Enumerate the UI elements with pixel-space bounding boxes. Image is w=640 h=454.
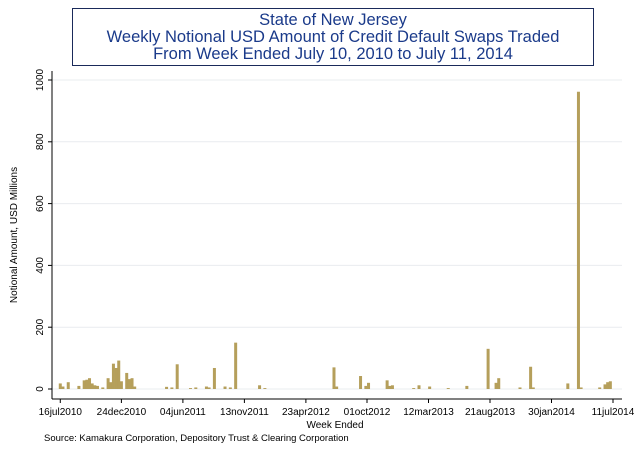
x-tick-label-3: 13nov2011 xyxy=(220,407,269,418)
bar-2011-06-24 xyxy=(188,388,192,389)
bar-2014-03-14 xyxy=(566,383,570,389)
bar-2013-09-06 xyxy=(494,382,498,389)
bar-2010-12-17 xyxy=(117,360,121,389)
bar-2013-05-03 xyxy=(446,388,450,389)
bar-2013-12-06 xyxy=(529,366,533,389)
bar-2011-01-21 xyxy=(130,378,134,389)
source-note: Source: Kamakura Corporation, Depository… xyxy=(44,433,349,444)
bar-2012-11-23 xyxy=(385,380,389,389)
bar-2013-06-21 xyxy=(465,385,469,389)
bar-2012-09-28 xyxy=(364,385,368,389)
x-axis-ticks: 16jul2010 24dec2010 04jun2011 13nov2011 23ap… xyxy=(39,399,635,418)
bar-2010-11-19 xyxy=(106,378,110,389)
bar-2010-09-17 xyxy=(82,380,86,389)
x-tick-label-8: 30jan2014 xyxy=(528,407,575,418)
bar-2011-07-08 xyxy=(194,387,198,389)
bar-2014-04-18 xyxy=(579,387,583,389)
bar-2014-07-04 xyxy=(608,381,612,389)
bar-2010-10-22 xyxy=(95,385,99,389)
bar-2013-11-08 xyxy=(518,387,522,389)
y-tick-label-3: 600 xyxy=(35,195,46,212)
y-tick-label-2: 400 xyxy=(35,257,46,274)
bar-2014-04-11 xyxy=(576,91,580,389)
y-tick-label-5: 1000 xyxy=(35,68,46,91)
bar-2010-12-24 xyxy=(119,381,123,389)
bar-2013-12-13 xyxy=(531,387,535,389)
chart-title: State of New Jersey xyxy=(259,10,407,29)
bar-2011-08-12 xyxy=(207,387,211,389)
x-tick-label-0: 16jul2010 xyxy=(39,407,83,418)
bar-2014-06-06 xyxy=(598,387,602,389)
bar-2011-04-22 xyxy=(165,386,169,389)
x-tick-label-1: 24dec2010 xyxy=(97,407,147,418)
plot-area xyxy=(52,71,622,399)
bar-2010-09-03 xyxy=(77,385,81,389)
bar-2010-12-10 xyxy=(114,367,118,389)
bar-2010-10-15 xyxy=(93,385,97,389)
chart-subtitle-line-1: Weekly Notional USD Amount of Credit Def… xyxy=(106,27,560,46)
bar-2010-11-26 xyxy=(109,382,113,389)
bar-2011-08-05 xyxy=(204,386,208,389)
bar-2012-11-30 xyxy=(388,385,392,389)
y-tick-label-0: 0 xyxy=(35,386,46,392)
x-axis-title: Week Ended xyxy=(306,420,363,431)
bar-2014-06-20 xyxy=(603,384,607,389)
bar-2012-12-07 xyxy=(390,385,394,389)
bar-2010-11-05 xyxy=(101,387,105,389)
bar-2010-10-08 xyxy=(90,383,94,389)
x-tick-label-7: 21aug2013 xyxy=(465,407,515,418)
bar-2013-08-16 xyxy=(486,348,490,389)
bar-2014-06-27 xyxy=(606,382,610,389)
bar-2012-07-13 xyxy=(335,386,339,389)
bar-2010-12-03 xyxy=(111,363,115,389)
x-tick-label-2: 04jun2011 xyxy=(160,407,206,418)
y-tick-label-4: 800 xyxy=(35,133,46,150)
bar-2011-05-20 xyxy=(175,364,179,389)
bar-2011-09-23 xyxy=(223,386,227,389)
bar-2011-08-26 xyxy=(212,367,216,389)
bar-2012-07-06 xyxy=(332,367,336,389)
x-tick-label-9: 11jul2014 xyxy=(592,407,635,418)
bar-2012-01-06 xyxy=(263,388,267,389)
x-tick-label-4: 23apr2012 xyxy=(282,407,330,418)
chart-subtitle-line-2: From Week Ended July 10, 2010 to July 11… xyxy=(153,44,513,63)
bar-2011-10-07 xyxy=(228,387,232,389)
bar-2011-01-14 xyxy=(127,379,131,389)
x-tick-label-5: 01oct2012 xyxy=(344,407,391,418)
bar-2010-07-16 xyxy=(58,383,62,389)
bar-2012-09-14 xyxy=(359,376,363,389)
bar-2012-10-05 xyxy=(367,382,371,389)
bar-2011-05-06 xyxy=(170,387,174,389)
y-tick-label-1: 200 xyxy=(35,318,46,335)
y-axis-title: Notional Amount, USD Millions xyxy=(9,167,20,303)
bar-2011-12-23 xyxy=(258,385,262,389)
bar-2011-01-28 xyxy=(133,386,137,389)
grid-lines xyxy=(52,79,622,390)
bar-2013-09-13 xyxy=(497,378,501,389)
bar-2011-10-21 xyxy=(234,342,238,389)
bar-2013-02-15 xyxy=(417,385,421,389)
y-axis-ticks: 0 200 400 600 800 1000 xyxy=(35,68,52,392)
bar-2013-02-01 xyxy=(412,388,416,389)
bar-2013-03-15 xyxy=(428,386,432,389)
bar-2010-08-06 xyxy=(66,382,70,389)
x-tick-label-6: 12mar2013 xyxy=(403,407,454,418)
chart-title-box: State of New Jersey Weekly Notional USD … xyxy=(72,8,594,66)
bars-group xyxy=(58,91,612,389)
bar-2010-09-24 xyxy=(85,379,89,389)
bar-2010-07-23 xyxy=(61,386,65,389)
bar-2010-10-01 xyxy=(88,378,92,389)
bar-2011-01-07 xyxy=(125,372,129,389)
